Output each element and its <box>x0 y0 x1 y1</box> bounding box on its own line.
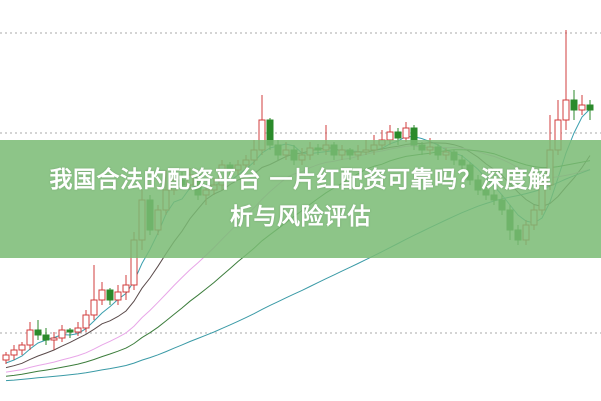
candle-up <box>58 329 66 339</box>
candle-up <box>122 284 130 293</box>
candle-up <box>26 329 34 346</box>
candle-up <box>578 104 586 111</box>
candle-up <box>402 127 410 139</box>
candle-up <box>18 344 26 351</box>
candle-up <box>386 131 394 141</box>
candle-down <box>42 334 50 341</box>
candle-down <box>570 99 578 111</box>
title-banner: 我国合法的配资平台 一片红配资可靠吗？深度解 析与风险评估 <box>0 140 601 258</box>
candle-up <box>114 291 122 301</box>
candle-down <box>586 104 594 111</box>
candle-up <box>98 289 106 301</box>
candle-up <box>74 327 82 333</box>
candle-up <box>82 314 90 329</box>
candle-up <box>90 299 98 316</box>
candle-down <box>34 329 42 336</box>
article-title-line-2: 析与风险评估 <box>230 204 371 230</box>
candle-up <box>10 349 18 356</box>
candle-up <box>2 354 10 361</box>
candle-down <box>66 329 74 333</box>
candle-down <box>394 131 402 139</box>
candle-down <box>106 289 114 301</box>
candle-up <box>562 99 570 121</box>
article-title-line-1: 我国合法的配资平台 一片红配资可靠吗？深度解 <box>49 167 552 193</box>
candle-up <box>50 337 58 341</box>
